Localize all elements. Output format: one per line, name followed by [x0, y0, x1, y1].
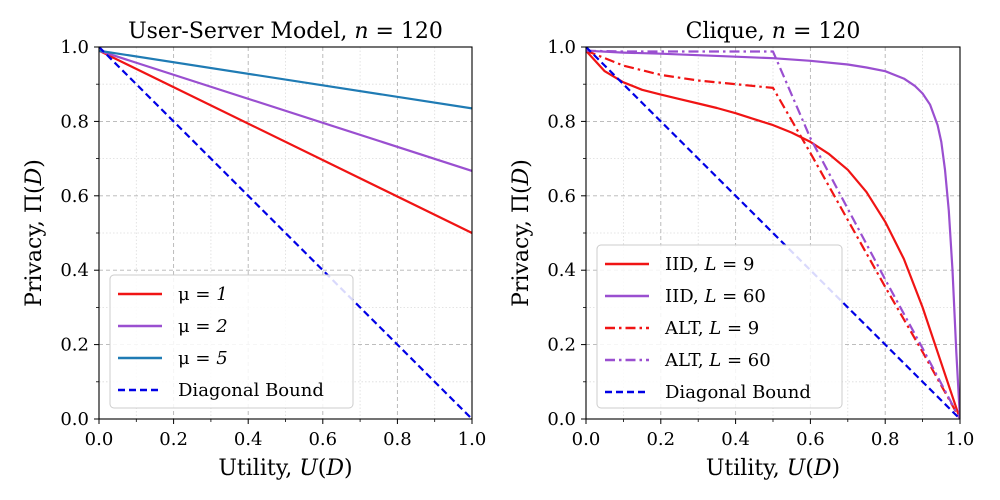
legend-label-part: ALT, — [664, 318, 709, 339]
y-tick-label: 0.2 — [547, 335, 576, 356]
legend-label: IID, L = 9 — [665, 254, 754, 275]
series-line-alt-l-9 — [586, 49, 960, 419]
x-axis-label-part: ) — [832, 456, 841, 481]
legend-label-part: = 60 — [721, 350, 770, 371]
y-tick-label: 0.8 — [60, 111, 89, 132]
legend-label: Diagonal Bound — [178, 380, 324, 401]
y-tick-label: 0.4 — [547, 260, 576, 281]
x-tick-label: 0.2 — [646, 429, 675, 450]
legend-label: ALT, L = 60 — [664, 350, 771, 371]
x-axis-label-part: ) — [344, 456, 353, 481]
legend-label: IID, L = 60 — [665, 286, 766, 307]
legend-label-part: Diagonal Bound — [665, 382, 811, 403]
legend-label-part: L — [703, 286, 716, 307]
chart-title-part: = 120 — [786, 19, 860, 44]
x-axis-label-part: Utility, — [218, 456, 299, 481]
legend-label-part: L — [708, 350, 721, 371]
x-axis-label: Utility, U(D) — [706, 456, 840, 481]
series-line-iid-l-9 — [586, 49, 960, 419]
legend-label-part: IID, — [665, 254, 704, 275]
y-tick-label: 0.0 — [547, 409, 576, 430]
y-axis-label-part: ) — [509, 159, 534, 168]
x-tick-label: 0.2 — [159, 429, 188, 450]
legend-label-part: L — [708, 318, 721, 339]
y-tick-label: 0.4 — [60, 260, 89, 281]
series-line--2 — [99, 49, 472, 172]
legend-label-part: = 1 — [190, 284, 228, 305]
chart-title: User-Server Model, n = 120 — [128, 19, 443, 44]
y-axis-label-part: D — [509, 167, 534, 186]
legend-label-part: μ — [178, 316, 190, 337]
legend-box — [109, 274, 354, 409]
legend-label-part: IID, — [665, 286, 704, 307]
x-axis-label-part: U — [299, 456, 319, 481]
y-tick-label: 0.8 — [547, 111, 576, 132]
legend-label-part: L — [703, 254, 716, 275]
y-tick-label: 0.6 — [60, 186, 89, 207]
legend-label: μ = 1 — [178, 284, 228, 305]
series-line-iid-l-60 — [586, 49, 960, 419]
x-tick-label: 0.8 — [871, 429, 900, 450]
legend-label-part: = 5 — [190, 348, 228, 369]
legend-label-part: = 2 — [190, 316, 228, 337]
legend-label: ALT, L = 9 — [664, 318, 759, 339]
legend-label-part: ALT, — [664, 350, 709, 371]
x-tick-label: 0.8 — [383, 429, 412, 450]
legend-label-part: Diagonal Bound — [178, 380, 324, 401]
y-tick-label: 0.6 — [547, 186, 576, 207]
chart-title-part: Clique, — [686, 19, 772, 44]
legend-label: Diagonal Bound — [665, 382, 811, 403]
x-tick-label: 1.0 — [458, 429, 487, 450]
y-tick-label: 1.0 — [60, 37, 89, 58]
y-axis-label-part: ) — [22, 159, 47, 168]
x-axis-label-part: D — [813, 456, 832, 481]
x-axis-label-part: ( — [318, 456, 327, 481]
y-axis-label-part: Privacy, Π( — [509, 185, 534, 306]
x-axis-label-part: U — [787, 456, 807, 481]
x-tick-label: 0.0 — [85, 429, 114, 450]
chart-clique: 0.0 0.2 0.4 0.6 0.8 1.0 0.0 0.2 0.4 0.6 0.8 1.0 Cliq… — [509, 19, 974, 481]
x-axis-label-part: ( — [805, 456, 814, 481]
y-tick-label: 0.0 — [60, 409, 89, 430]
legend-label: μ = 5 — [178, 348, 228, 369]
x-tick-label: 0.4 — [721, 429, 750, 450]
chart-title-part: User-Server Model, — [128, 19, 354, 44]
y-axis-label: Privacy, Π(D) — [22, 159, 47, 307]
series-line--5 — [99, 49, 472, 110]
y-axis-label-part: D — [22, 167, 47, 186]
chart-title: Clique, n = 120 — [686, 19, 861, 44]
chart-title-part: n — [354, 19, 368, 44]
chart-user-server: 0.0 0.2 0.4 0.6 0.8 1.0 0.0 0.2 0.4 0.6 0.8 1.0 User… — [22, 19, 486, 481]
y-axis-label-part: Privacy, Π( — [22, 185, 47, 306]
x-tick-label: 0.0 — [572, 429, 601, 450]
series-line--1 — [99, 49, 472, 234]
x-tick-label: 1.0 — [946, 429, 975, 450]
chart-title-part: = 120 — [369, 19, 443, 44]
x-tick-label: 0.4 — [234, 429, 263, 450]
x-tick-label: 0.6 — [308, 429, 337, 450]
y-tick-label: 1.0 — [547, 37, 576, 58]
series-group — [99, 47, 472, 419]
x-axis-label-part: D — [325, 456, 344, 481]
x-axis-label-part: Utility, — [706, 456, 787, 481]
legend-label-part: = 9 — [716, 254, 754, 275]
x-tick-label: 0.6 — [796, 429, 825, 450]
y-tick-label: 0.2 — [60, 335, 89, 356]
y-axis-label: Privacy, Π(D) — [509, 159, 534, 307]
legend-label-part: = 9 — [721, 318, 759, 339]
legend-label-part: μ — [178, 348, 190, 369]
legend-label-part: μ — [178, 284, 190, 305]
legend-label: μ = 2 — [178, 316, 228, 337]
chart-title-part: n — [772, 19, 786, 44]
legend-label-part: = 60 — [716, 286, 765, 307]
series-group — [586, 47, 960, 419]
x-axis-label: Utility, U(D) — [218, 456, 352, 481]
legend-box — [596, 244, 843, 409]
series-line-alt-l-60 — [586, 49, 960, 419]
